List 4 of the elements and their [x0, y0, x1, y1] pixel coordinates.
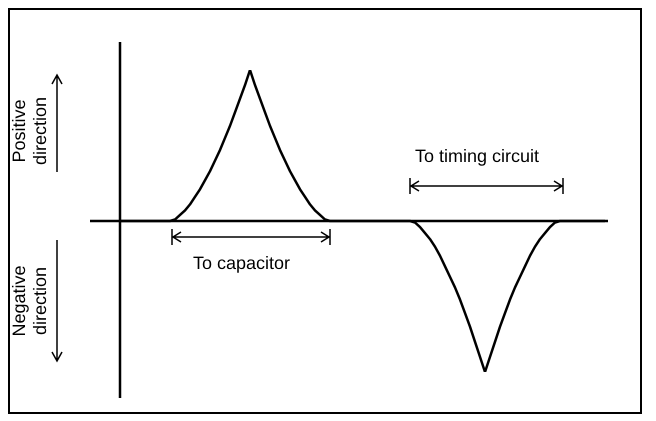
text: Negative direction — [9, 264, 51, 339]
text: Positive direction — [9, 96, 51, 168]
annotation: To capacitor — [193, 253, 290, 274]
annotation: To timing circuit — [415, 146, 540, 167]
